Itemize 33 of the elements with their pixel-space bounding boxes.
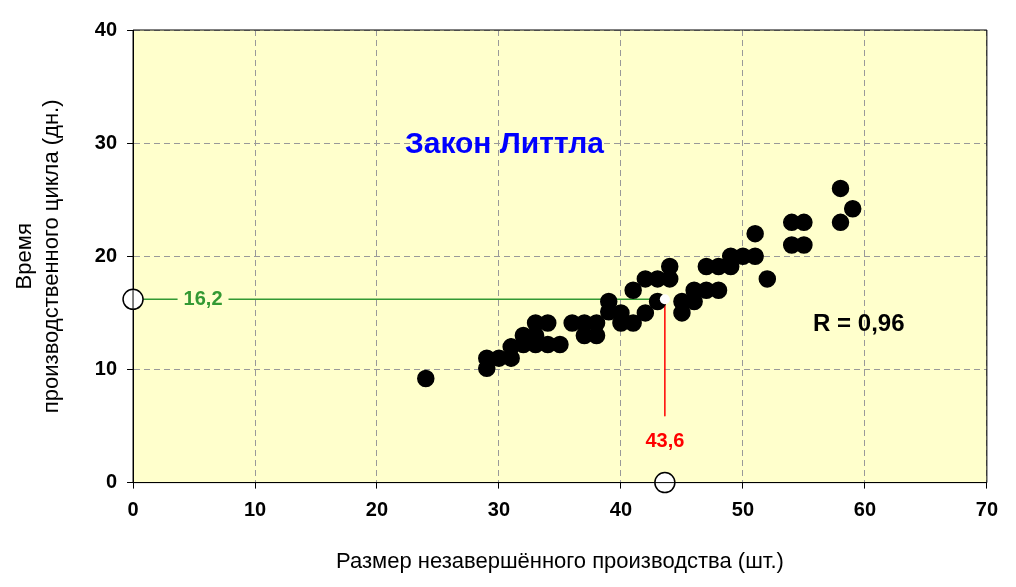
x-tick-label: 10 bbox=[243, 498, 267, 521]
x-axis-title: Размер незавершённого производства (шт.) bbox=[336, 547, 784, 573]
point bbox=[795, 236, 813, 254]
y-axis-title: Время производственного цикла (дн.) bbox=[11, 99, 63, 414]
point bbox=[417, 369, 435, 388]
point bbox=[624, 281, 642, 299]
series-label: 16,2 bbox=[183, 286, 223, 309]
point bbox=[654, 471, 676, 494]
x-tick-label: 70 bbox=[975, 498, 998, 521]
text: Закон Литтла bbox=[404, 126, 605, 160]
y-tick-label: 40 bbox=[94, 17, 118, 40]
annotation: R = 0,96 bbox=[813, 308, 905, 336]
y-tick-label: 10 bbox=[94, 356, 118, 379]
y-tick-label: 20 bbox=[94, 243, 118, 266]
point bbox=[758, 270, 777, 288]
x-tick-label: 30 bbox=[487, 498, 511, 521]
y-tick-label: 30 bbox=[94, 130, 118, 153]
x-tick-label: 60 bbox=[853, 498, 877, 521]
point bbox=[831, 213, 850, 232]
series-label: 43,6 bbox=[645, 429, 685, 452]
point bbox=[539, 314, 557, 332]
point bbox=[746, 224, 764, 243]
x-tick-label: 20 bbox=[365, 498, 389, 521]
point bbox=[659, 294, 670, 305]
point bbox=[551, 335, 569, 354]
point bbox=[636, 304, 655, 322]
point bbox=[795, 213, 813, 232]
point bbox=[843, 200, 862, 218]
x-tick-label: 0 bbox=[127, 498, 139, 521]
point bbox=[831, 179, 850, 198]
x-tick-label: 50 bbox=[731, 498, 755, 521]
y-tick-label: 0 bbox=[105, 470, 118, 493]
x-tick-label: 40 bbox=[609, 498, 633, 521]
